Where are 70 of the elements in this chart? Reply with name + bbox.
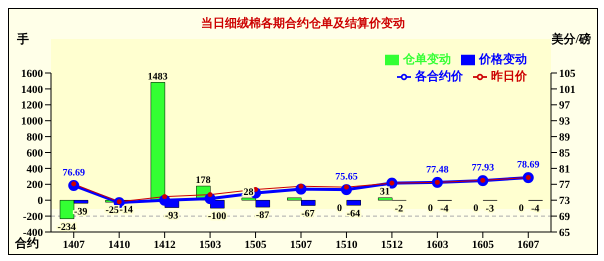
x-tick-label: 1603 — [426, 238, 449, 251]
y2-tick-label: 77 — [559, 179, 570, 192]
legend-label: 仓单变动 — [403, 52, 451, 66]
data-label: 1483 — [148, 71, 168, 82]
x-tick-label: 1407 — [62, 238, 86, 251]
point — [298, 184, 304, 189]
y-tick-label: 600 — [26, 147, 44, 160]
x-tick-label: 1512 — [380, 238, 404, 251]
data-label: 0 — [473, 203, 478, 214]
x-tick-label: 1510 — [335, 238, 358, 251]
legend-label: 各合约价 — [415, 69, 463, 83]
x-tick-label: 1412 — [154, 238, 176, 251]
data-label: 76.69 — [62, 168, 85, 179]
point — [162, 194, 168, 200]
data-label: -2 — [394, 203, 404, 214]
y-tick-label: 0 — [38, 195, 44, 208]
y-tick-label: 800 — [26, 132, 44, 144]
y2-tick-label: 69 — [559, 211, 570, 224]
data-label: -25 — [106, 205, 119, 216]
data-label: -39 — [74, 206, 88, 218]
data-label: -93 — [164, 210, 178, 222]
data-label: 31 — [380, 186, 390, 198]
bar — [346, 200, 361, 206]
data-label: -67 — [301, 208, 315, 220]
data-label: 77.48 — [426, 164, 449, 176]
data-label: -4 — [440, 204, 449, 215]
point — [208, 192, 213, 198]
data-label: 75.65 — [335, 172, 358, 183]
y-tick-label: -200 — [22, 211, 44, 224]
x-tick-label: 1507 — [290, 238, 312, 251]
y2-tick-label: 93 — [559, 116, 570, 128]
data-label: 0 — [336, 203, 342, 214]
x-tick-label: 1503 — [199, 238, 222, 251]
data-label: -100 — [208, 211, 226, 222]
data-label: -4 — [531, 204, 540, 215]
data-label: -234 — [58, 222, 76, 233]
y-tick-label: 1200 — [21, 100, 44, 112]
data-label: 77.93 — [472, 162, 494, 174]
y2-tick-label: 97 — [559, 100, 570, 112]
y2-tick-label: 73 — [559, 195, 570, 208]
y2-tick-label: 65 — [559, 226, 570, 239]
chart-title: 当日细绒棉各期合约仓单及结算价变动 — [200, 15, 406, 32]
y-tick-label: 1400 — [21, 84, 44, 96]
y-axis-title: 手 — [17, 31, 29, 48]
y-tick-label: 200 — [26, 179, 44, 192]
x-tick-label: 1605 — [472, 238, 494, 251]
data-label: 178 — [196, 175, 211, 186]
data-label: 0 — [428, 203, 433, 214]
y2-axis-title: 美分/磅 — [552, 31, 591, 48]
y2-tick-label: 105 — [559, 68, 576, 80]
y2-tick-label: 89 — [559, 132, 570, 144]
legend-label: 价格变动 — [479, 52, 527, 66]
x-axis-title: 合约 — [15, 236, 39, 252]
y2-tick-label: 81 — [559, 163, 570, 176]
data-label: -64 — [346, 208, 360, 220]
data-label: 0 — [518, 203, 524, 214]
data-label: -87 — [256, 210, 270, 222]
data-label: 78.69 — [517, 160, 540, 171]
x-tick-label: 1607 — [517, 238, 540, 251]
data-label: -14 — [120, 204, 133, 216]
y-tick-label: 400 — [26, 163, 44, 176]
x-tick-label: 1410 — [108, 238, 131, 251]
y2-tick-label: 101 — [559, 84, 576, 96]
y-tick-label: 1600 — [21, 68, 44, 80]
legend-label: 昨日价 — [491, 69, 527, 83]
y2-tick-label: 85 — [559, 147, 570, 160]
data-label: -3 — [486, 203, 494, 214]
y-tick-label: 1000 — [21, 116, 44, 128]
x-tick-label: 1505 — [244, 238, 268, 251]
bar — [150, 82, 166, 200]
